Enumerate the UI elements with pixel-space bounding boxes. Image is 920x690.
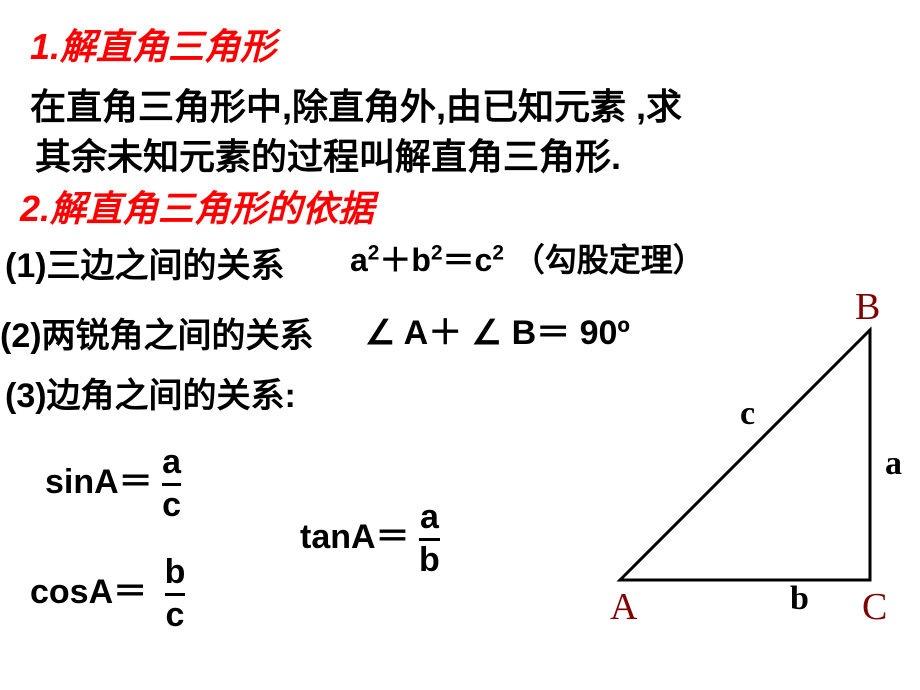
side-b-label: b — [790, 580, 809, 618]
triangle-diagram — [0, 0, 920, 690]
vertex-B: B — [855, 285, 880, 329]
side-a-label: a — [885, 445, 902, 483]
vertex-C: C — [862, 585, 887, 629]
side-c-label: c — [740, 395, 755, 433]
triangle-shape — [620, 330, 870, 580]
vertex-A: A — [610, 585, 637, 629]
